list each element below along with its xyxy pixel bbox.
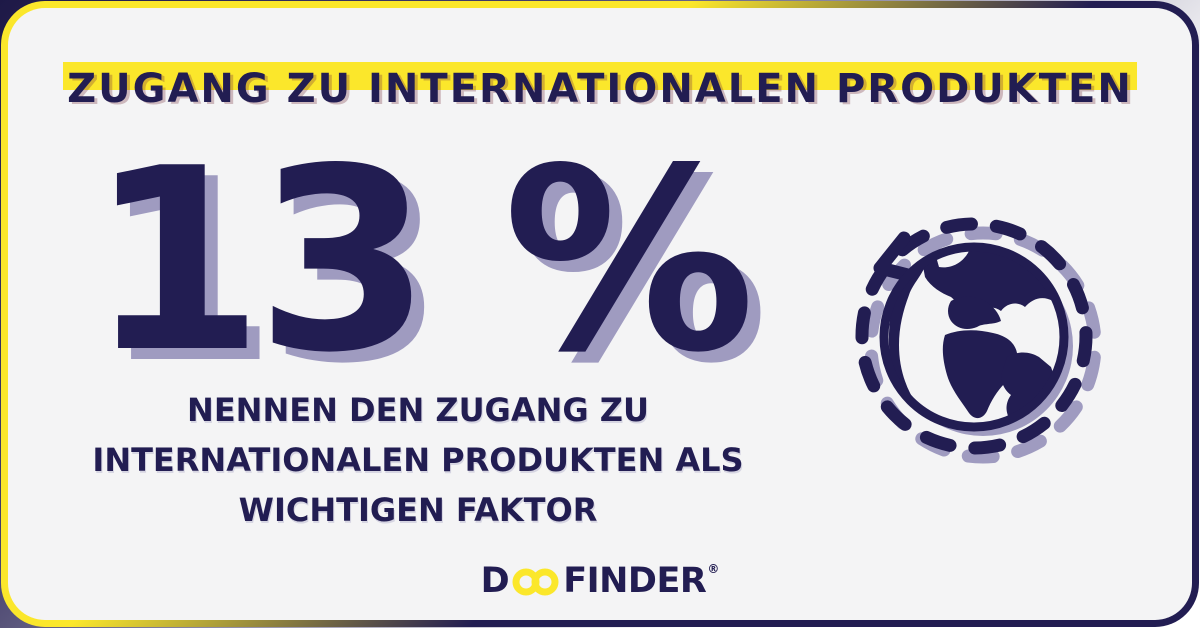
page-title: ZUGANG ZU INTERNATIONALEN PRODUKTEN — [67, 65, 1133, 112]
orbit-ring — [855, 217, 1093, 455]
stat-value: 13 % — [88, 115, 756, 408]
logo-text-finder: FINDER — [563, 561, 707, 601]
stat-description-line: INTERNATIONALEN PRODUKTEN ALS — [92, 440, 744, 479]
title-highlight-bar — [63, 62, 1137, 90]
stat-description-line: NENNEN DEN ZUGANG ZU — [187, 391, 649, 429]
stat-description-line: WICHTIGEN FAKTOR — [238, 490, 598, 529]
infographic-card: ZUGANG ZU INTERNATIONALEN PRODUKTEN 13 %… — [8, 8, 1192, 620]
orbit-ring-shadow — [864, 226, 1102, 464]
stat-description: NENNEN DEN ZUGANG ZU INTERNATIONALEN PRO… — [68, 386, 768, 536]
registered-trademark-symbol: ® — [707, 562, 720, 576]
doofinder-logo: D FINDER ® — [8, 561, 1192, 601]
globe-with-orbit-arrow-icon — [846, 206, 1108, 474]
logo-text-d: D — [480, 561, 510, 601]
infinity-oo-icon — [512, 568, 559, 595]
globe-rim — [879, 242, 1069, 432]
